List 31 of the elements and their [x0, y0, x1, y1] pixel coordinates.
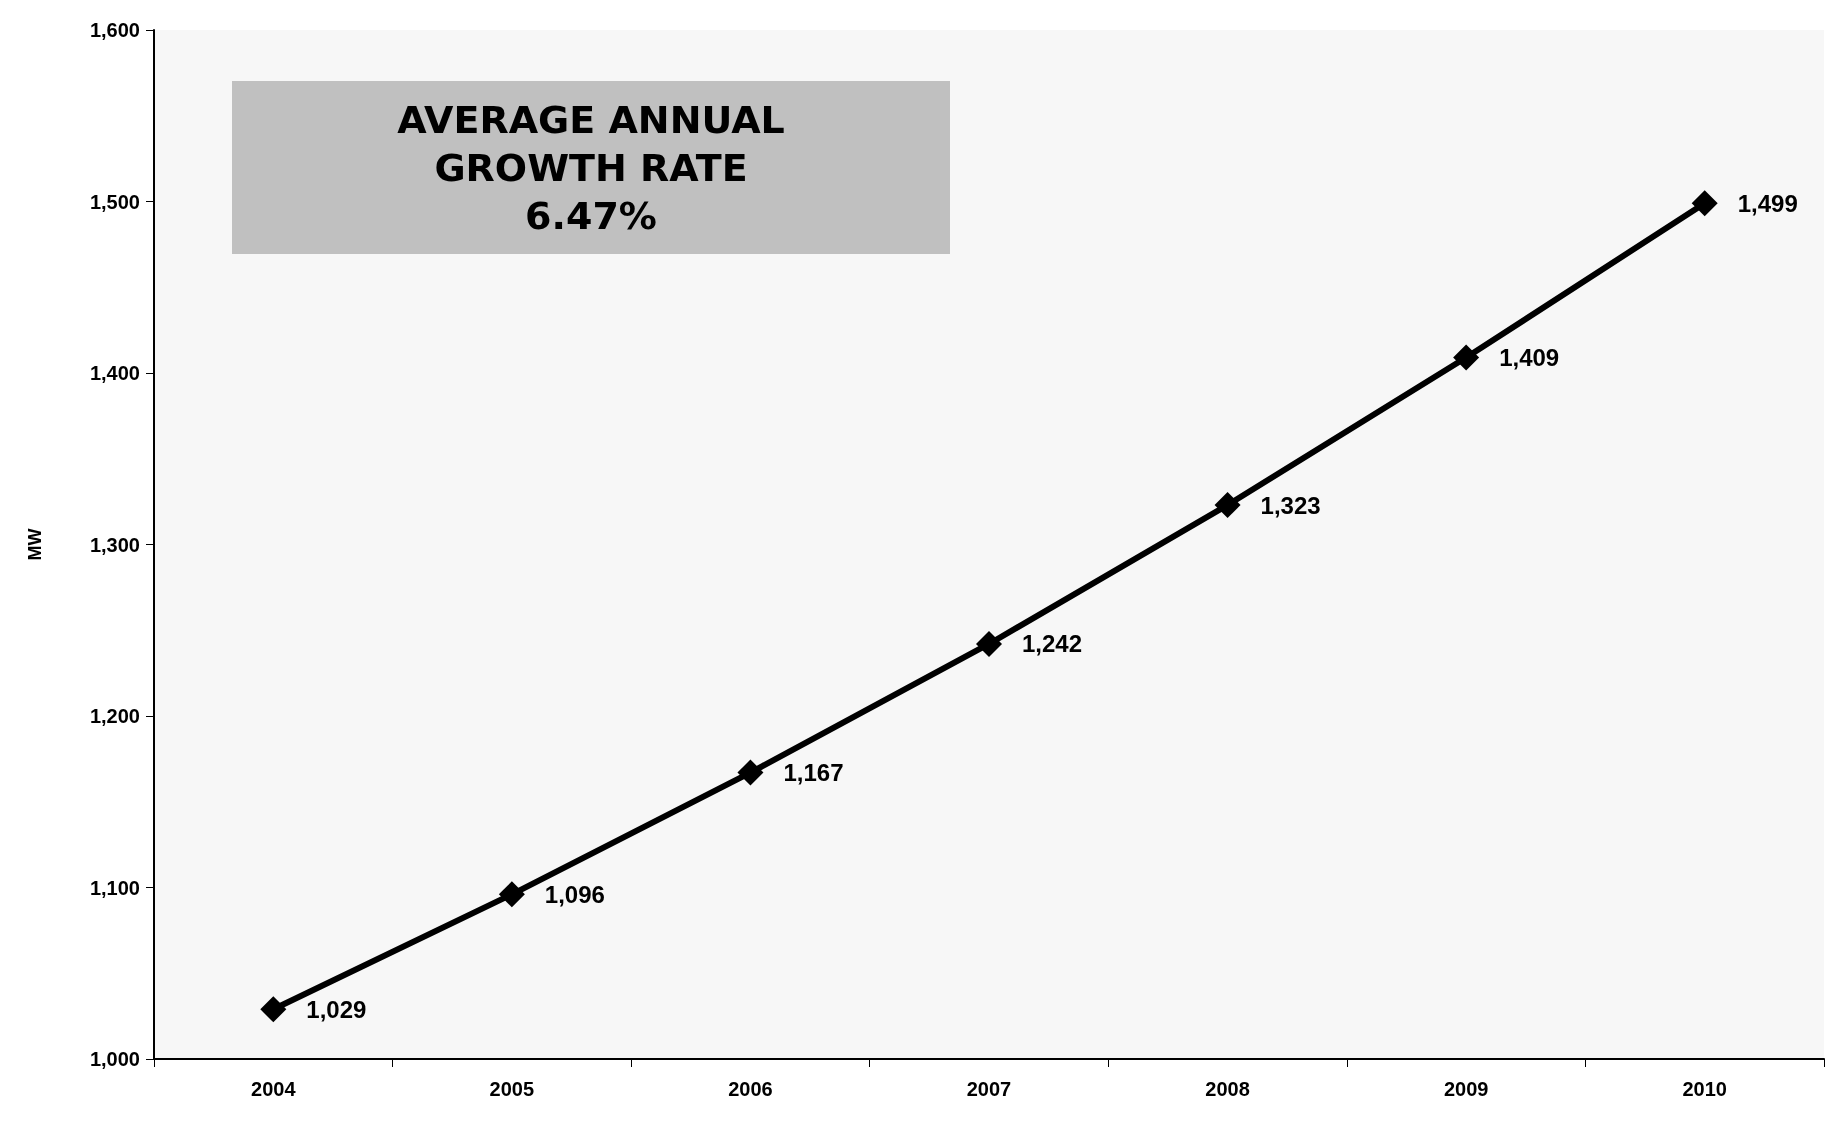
point [1214, 492, 1241, 519]
data-label: 1,323 [1260, 491, 1321, 519]
y-tick-label: 1,100 [89, 876, 140, 899]
x-tick-label: 2008 [1205, 1078, 1250, 1100]
x-tick-label: 2010 [1682, 1078, 1727, 1100]
y-tick-label: 1,200 [89, 705, 140, 727]
y-tick-label: 1,600 [89, 19, 140, 41]
y-axis-title: MW [25, 528, 45, 561]
y-tick-label: 1,400 [89, 362, 140, 384]
x-tick-label: 2004 [251, 1078, 297, 1100]
x-tick-label: 2005 [489, 1078, 535, 1100]
data-label: 1,029 [306, 995, 367, 1023]
data-label: 1,096 [544, 880, 605, 908]
data-label: 1,409 [1499, 344, 1560, 372]
data-label: 1,499 [1737, 189, 1798, 217]
note-box: AVERAGE ANNUAL GROWTH RATE 6.47% [232, 81, 950, 254]
point [498, 881, 525, 908]
x-tick-label: 2006 [728, 1078, 773, 1100]
point [737, 759, 764, 786]
point [976, 630, 1002, 657]
annotation: AVERAGE ANNUAL GROWTH RATE 6.47% [397, 96, 785, 240]
point [260, 996, 287, 1023]
y-tick-label: 1,000 [89, 1048, 140, 1070]
y-tick-label: 1,300 [89, 533, 140, 556]
data-label: 1,242 [1022, 630, 1083, 658]
data-label: 1,167 [783, 759, 844, 787]
x-tick-label: 2009 [1443, 1078, 1489, 1100]
point [1453, 344, 1480, 371]
point [1691, 190, 1718, 217]
y-tick-label: 1,500 [89, 190, 140, 213]
x-tick-label: 2007 [966, 1078, 1012, 1100]
